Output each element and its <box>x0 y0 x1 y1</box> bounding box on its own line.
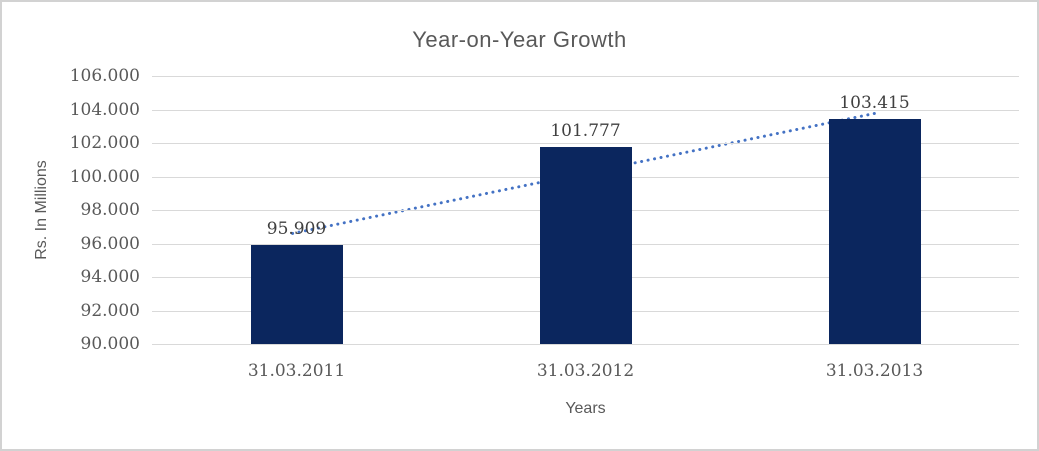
bar-value-label: 101.777 <box>550 120 621 141</box>
bar <box>250 245 343 344</box>
y-tick-label: 92.000 <box>80 300 140 321</box>
y-tick-label: 98.000 <box>80 200 140 220</box>
gridline <box>152 344 1019 345</box>
y-tick-label: 94.000 <box>80 267 140 287</box>
x-category-label: 31.03.2013 <box>825 361 924 381</box>
y-tick-label: 100.000 <box>69 166 140 187</box>
x-category-label: 31.03.2012 <box>536 361 635 381</box>
trendline <box>291 111 879 235</box>
plot-area: 95.909 101.777 103.415 <box>152 76 1019 345</box>
trendline-path <box>291 111 879 235</box>
bar-value-label: 103.415 <box>839 93 910 114</box>
y-tick-label: 102.000 <box>69 133 140 153</box>
x-category-label: 31.03.2011 <box>247 361 346 381</box>
bar-value-label: 95.909 <box>266 219 327 240</box>
bar <box>539 146 632 344</box>
gridline <box>152 109 1019 111</box>
x-axis-title: Years <box>565 400 606 417</box>
y-tick-label: 104.000 <box>69 99 140 120</box>
bar <box>828 119 921 344</box>
y-tick-label: 90.000 <box>80 334 140 354</box>
y-tick-label: 96.000 <box>80 233 140 254</box>
gridline <box>152 143 1019 144</box>
y-tick-label: 106.000 <box>69 66 140 86</box>
chart-title: Year-on-Year Growth <box>412 27 627 52</box>
gridline <box>152 76 1019 77</box>
